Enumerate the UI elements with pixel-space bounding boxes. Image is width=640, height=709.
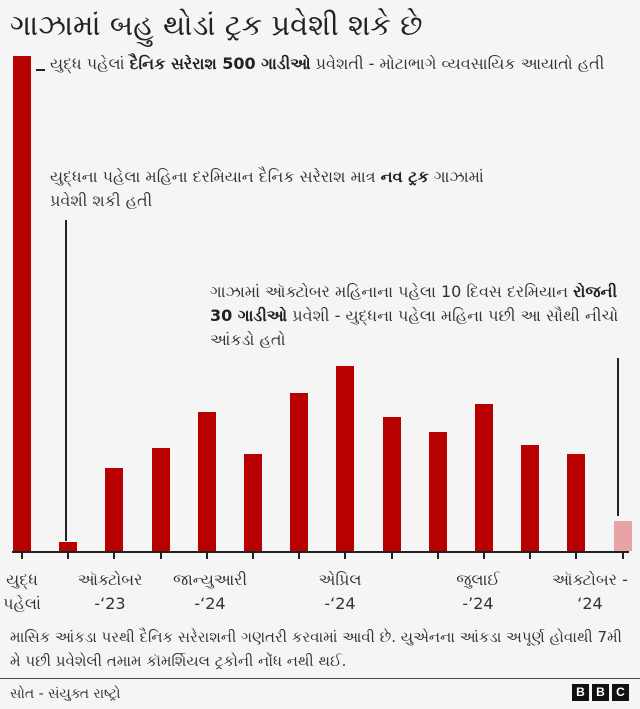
x-axis-tick (160, 553, 162, 559)
x-axis-tick (252, 553, 254, 559)
x-axis-tick (483, 553, 485, 559)
bar-aug-24 (521, 445, 539, 551)
leader-line-october-2024 (617, 358, 619, 516)
bar-sep-24 (567, 454, 585, 551)
x-axis-tick (206, 553, 208, 559)
footer-divider (0, 678, 640, 679)
x-label-jul-24: જુલાઈ -’24 (456, 570, 500, 613)
bar-jul-24 (475, 404, 493, 551)
annotation-october-2024: ગાઝામાં ઑક્ટોબર મહિનાના પહેલા 10 દિવસ દર… (210, 282, 619, 349)
bar-nov-23 (105, 468, 123, 551)
x-label-jan-24: જાન્યુઆરી -‘24 (172, 570, 248, 613)
annotation-first-month: યુદ્ધના પહેલા મહિના દરમિયાન દૈનિક સરેરાશ… (50, 167, 484, 210)
x-axis-tick (437, 553, 439, 559)
x-axis-tick (113, 553, 115, 559)
bar-mar-24 (290, 393, 308, 551)
bbc-logo: B B C (572, 684, 629, 701)
x-label-prewar: યુદ્ધ પહેલાં (3, 570, 41, 613)
x-axis-tick (67, 553, 69, 559)
bar-jun-24 (429, 432, 447, 551)
bbc-logo-letter: C (612, 684, 629, 701)
x-axis-tick (575, 553, 577, 559)
bbc-logo-letter: B (572, 684, 589, 701)
bar-dec-23 (152, 448, 170, 551)
x-axis-tick (21, 553, 23, 559)
source-text: સોત - સંયુક્ત રાષ્ટ્રો (10, 686, 121, 702)
x-axis (12, 551, 629, 553)
bar-feb-24 (244, 454, 262, 551)
x-axis-tick (298, 553, 300, 559)
bar-pre-war (13, 56, 31, 551)
x-label-apr-24: એપ્રિલ -‘24 (318, 570, 362, 613)
chart-title: ગાઝામાં બહુ થોડાં ટ્રક પ્રવેશી શકે છે (10, 8, 423, 42)
bar-oct-23 (59, 542, 77, 551)
methodology-note: માસિક આંકડા પરથી દૈનિક સરેરાશની ગણતરી કર… (10, 628, 622, 670)
bbc-logo-letter: B (592, 684, 609, 701)
leader-line-october-2023 (65, 220, 67, 541)
x-label-oct-23: ઑક્ટોબર -‘23 (77, 570, 143, 613)
bar-oct-24 (614, 521, 632, 551)
x-axis-tick (529, 553, 531, 559)
annotation-prewar: યુદ્ધ પહેલાં દૈનિક સરેરાશ 500 ગાડીઓ પ્રવ… (50, 54, 605, 73)
bar-may-24 (383, 417, 401, 551)
x-label-oct-24: ઑક્ટોબર - ‘24 (552, 570, 628, 613)
bar-apr-24 (336, 366, 354, 551)
prewar-annotation-marker (36, 69, 45, 71)
x-axis-tick (391, 553, 393, 559)
x-axis-tick (344, 553, 346, 559)
bar-jan-24 (198, 412, 216, 551)
bar-chart: યુદ્ધ પહેલાં દૈનિક સરેરાશ 500 ગાડીઓ પ્રવ… (3, 54, 632, 613)
x-axis-tick (622, 553, 624, 559)
